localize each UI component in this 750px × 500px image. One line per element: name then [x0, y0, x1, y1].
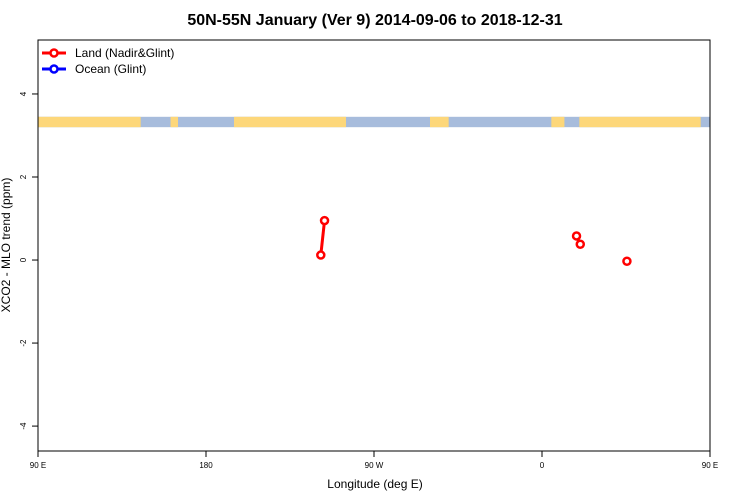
- y-tick-label: 4: [19, 91, 28, 96]
- x-tick-label: 90 E: [702, 461, 718, 470]
- x-tick-label: 90 W: [365, 461, 384, 470]
- y-tick-label: 0: [19, 257, 28, 262]
- y-axis-label: XCO2 - MLO trend (ppm): [0, 178, 13, 313]
- map-land-span: [551, 116, 565, 128]
- x-tick-label: 0: [540, 461, 545, 470]
- y-tick-label: -4: [19, 422, 28, 430]
- map-strip: [38, 116, 710, 128]
- map-land-span: [234, 116, 346, 128]
- data-point: [319, 215, 330, 226]
- y-axis: -4 -2 0 2 4: [19, 91, 38, 430]
- map-ocean-band: [38, 116, 710, 128]
- legend-label: Ocean (Glint): [75, 62, 146, 76]
- map-land-span: [38, 116, 141, 128]
- y-tick-label: 2: [19, 174, 28, 179]
- x-tick-label: 180: [199, 461, 213, 470]
- plot-marks: [316, 215, 632, 267]
- series-line: [319, 220, 327, 256]
- data-point: [571, 231, 582, 241]
- data-point: [622, 256, 632, 267]
- map-land-span: [170, 116, 178, 128]
- legend-marker: [49, 64, 59, 74]
- legend-marker: [49, 48, 59, 58]
- legend-label: Land (Nadir&Glint): [75, 46, 174, 60]
- x-axis: 90 E 180 90 W 0 90 E: [30, 451, 718, 470]
- y-tick-label: -2: [19, 339, 28, 347]
- data-point: [575, 239, 586, 250]
- data-point: [316, 250, 326, 260]
- x-tick-label: 90 E: [30, 461, 46, 470]
- map-land-span: [579, 116, 701, 128]
- map-land-span: [430, 116, 449, 128]
- x-axis-label: Longitude (deg E): [327, 477, 422, 491]
- legend: Land (Nadir&Glint) Ocean (Glint): [42, 46, 174, 76]
- chart-title: 50N-55N January (Ver 9) 2014-09-06 to 20…: [187, 12, 562, 29]
- plot-frame: [37, 39, 711, 452]
